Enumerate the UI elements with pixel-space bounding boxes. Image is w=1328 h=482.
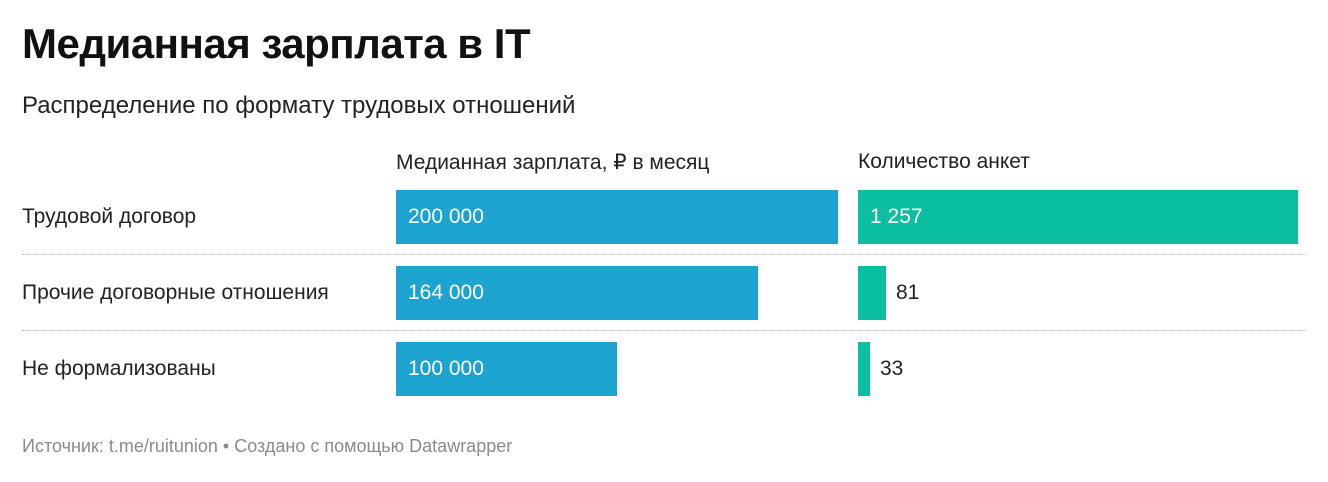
chart-footer: Источник: t.me/ruitunion • Создано с пом… xyxy=(22,436,513,456)
chart-title: Медианная зарплата в IT xyxy=(22,20,531,67)
count-bar-3 xyxy=(858,342,870,396)
count-bar-2 xyxy=(858,266,886,320)
salary-value-label-2: 164 000 xyxy=(408,281,484,304)
category-label-1: Трудовой договор xyxy=(22,205,197,228)
salary-bar-1 xyxy=(396,190,838,244)
count-bar-1 xyxy=(858,190,1298,244)
salary-value-label-1: 200 000 xyxy=(408,205,484,228)
salary-bar-3 xyxy=(396,342,617,396)
count-value-label-2: 81 xyxy=(896,281,920,304)
salary-value-label-3: 100 000 xyxy=(408,357,484,380)
column-header-count: Количество анкет xyxy=(858,150,1030,173)
category-label-2: Прочие договорные отношения xyxy=(22,281,329,304)
column-header-salary: Медианная зарплата, ₽ в месяц xyxy=(396,151,710,174)
row-separator-2 xyxy=(22,330,1306,331)
count-value-label-3: 33 xyxy=(880,357,904,380)
salary-bar-2 xyxy=(396,266,758,320)
category-label-3: Не формализованы xyxy=(22,357,216,380)
row-separator-1 xyxy=(22,254,1306,255)
chart-subtitle: Распределение по формату трудовых отноше… xyxy=(22,92,576,119)
count-value-label-1: 1 257 xyxy=(870,205,923,228)
